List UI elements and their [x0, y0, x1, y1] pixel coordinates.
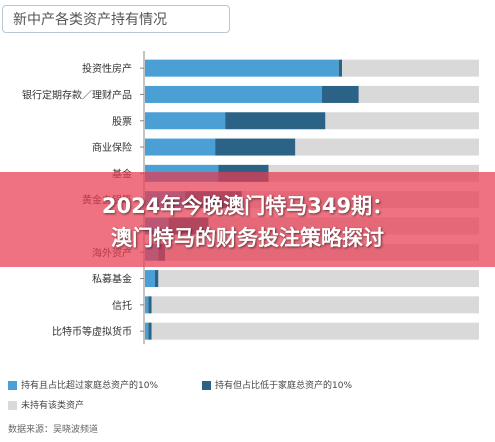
legend-label-series-1: 持有且占比超过家庭总资产的10% — [21, 381, 159, 391]
legend-item-series-1: 持有且占比超过家庭总资产的10% — [8, 378, 158, 391]
bar-series-3 — [158, 270, 480, 288]
category-label: 私募基金 — [92, 273, 132, 286]
bar-series-3 — [358, 85, 479, 103]
banner-line-2: 澳门特马的财务投注策略探讨 — [111, 226, 384, 250]
bar-series-2 — [148, 296, 152, 314]
overlay-banner: 2024年今晚澳门特马349期： 澳门特马的财务投注策略探讨 — [0, 172, 495, 267]
bar-series-1 — [145, 138, 216, 156]
category-label: 商业保险 — [92, 141, 132, 154]
legend-item-series-2: 持有但占比低于家庭总资产的10% — [202, 378, 352, 391]
category-label: 投资性房产 — [82, 62, 132, 75]
legend-swatch-series-1 — [8, 381, 17, 390]
bar-series-1 — [145, 85, 323, 103]
bar-series-3 — [151, 296, 479, 314]
category-label: 信托 — [112, 299, 132, 312]
legend-label-series-2: 持有但占比低于家庭总资产的10% — [215, 381, 353, 391]
bar-series-3 — [325, 112, 479, 130]
bar-series-2 — [148, 322, 152, 340]
bar-series-1 — [145, 59, 339, 77]
bar-series-3 — [151, 322, 479, 340]
bar-series-1 — [145, 112, 226, 130]
bar-series-1 — [145, 270, 156, 288]
category-label: 银行定期存款／理财产品 — [22, 88, 132, 101]
category-label: 比特币等虚拟货币 — [52, 325, 132, 338]
legend-swatch-series-2 — [202, 381, 211, 390]
bar-series-1 — [145, 322, 149, 340]
bar-series-2 — [155, 270, 159, 288]
legend-label-series-3: 未持有该类资产 — [21, 401, 85, 411]
legend-item-series-3: 未持有该类资产 — [8, 398, 84, 411]
bar-series-1 — [145, 296, 149, 314]
bar-series-2 — [215, 138, 296, 156]
bar-series-3 — [295, 138, 479, 156]
bar-series-3 — [342, 59, 479, 77]
bar-series-2 — [338, 59, 343, 77]
banner-line-1: 2024年今晚澳门特马349期： — [101, 194, 394, 218]
bar-series-2 — [322, 85, 359, 103]
data-source: 数据来源：吴晓波频道 — [8, 425, 99, 435]
category-label: 股票 — [112, 116, 132, 128]
chart-title: 新中产各类资产持有情况 — [2, 5, 230, 33]
bar-series-2 — [225, 112, 326, 130]
legend-swatch-series-3 — [8, 401, 17, 410]
